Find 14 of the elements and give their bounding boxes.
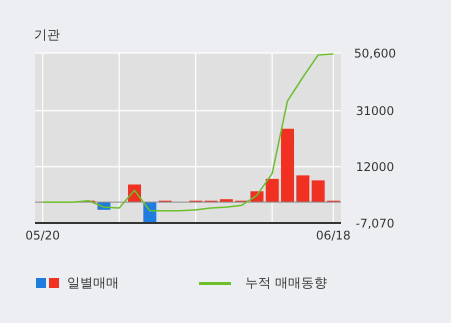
y-tick-label: 12000 [356,160,394,174]
bar [296,175,310,202]
x-tick-label: 06/18 [316,228,351,243]
legend-label: 일별매매 [67,275,119,292]
line-series [42,53,334,212]
bar [281,128,294,202]
bar [266,178,279,202]
legend-label: 누적 매매동향 [245,275,328,292]
y-tick-label: 31000 [356,104,394,118]
bar [312,180,325,202]
x-tick-label: 05/20 [25,228,60,243]
y-tick-label: -7,070 [356,216,394,230]
chart-title: 기관 [34,27,60,44]
y-tick-label: 50,600 [354,46,396,60]
